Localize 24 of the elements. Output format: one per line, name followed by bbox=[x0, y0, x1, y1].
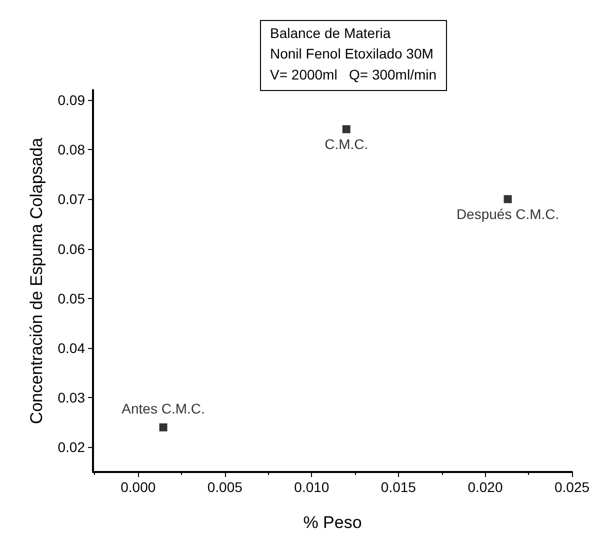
chart-title: Balance de Materia bbox=[270, 25, 391, 41]
annotation: C.M.C. bbox=[324, 136, 368, 152]
annotation: Antes C.M.C. bbox=[122, 400, 205, 416]
point bbox=[504, 195, 512, 204]
y-tick-label: 0.05 bbox=[58, 290, 86, 306]
x-tick-label: 0.020 bbox=[468, 479, 503, 495]
y-tick-label: 0.06 bbox=[58, 240, 86, 257]
y-axis-title: Concentración de Espuma Colapsada bbox=[27, 137, 46, 424]
y-tick-label: 0.04 bbox=[58, 340, 86, 356]
x-tick-label: 0.000 bbox=[120, 479, 156, 495]
x-tick-label: 0.015 bbox=[380, 479, 416, 495]
y-tick-label: 0.09 bbox=[58, 92, 86, 108]
point bbox=[342, 125, 350, 134]
x-tick-label: 0.025 bbox=[554, 479, 590, 495]
x-axis-title: % Peso bbox=[303, 513, 362, 532]
y-tick-label: 0.07 bbox=[58, 191, 86, 208]
point bbox=[159, 423, 168, 432]
y-tick-label: 0.02 bbox=[58, 439, 86, 456]
y-tick-label: 0.03 bbox=[58, 390, 86, 406]
chart-subtitle: Nonil Fenol Etoxilado 30M V= 2000ml Q= 300ml/min bbox=[270, 46, 437, 82]
x-tick-label: 0.005 bbox=[207, 479, 243, 495]
y-tick-label: 0.08 bbox=[58, 142, 86, 158]
annotation: Después C.M.C. bbox=[456, 206, 560, 222]
x-tick-label: 0.010 bbox=[294, 479, 330, 495]
